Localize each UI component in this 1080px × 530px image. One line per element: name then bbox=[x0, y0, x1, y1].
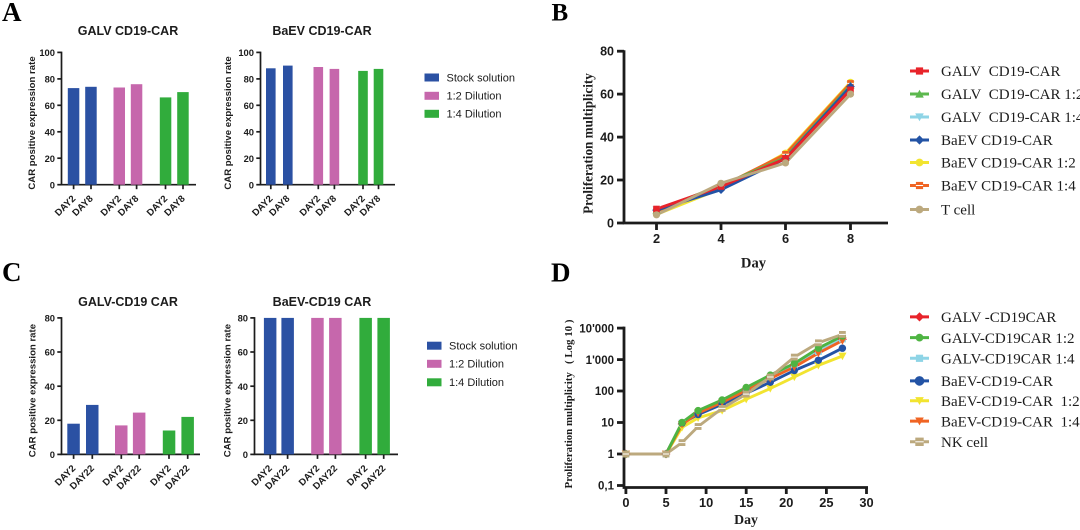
svg-text:6: 6 bbox=[782, 231, 789, 246]
svg-text:40: 40 bbox=[238, 381, 248, 392]
svg-text:100: 100 bbox=[238, 47, 254, 58]
svg-text:80: 80 bbox=[238, 313, 248, 324]
svg-text:0: 0 bbox=[243, 449, 248, 460]
svg-text:1:4 Dilution: 1:4 Dilution bbox=[447, 109, 502, 121]
svg-text:T cell: T cell bbox=[941, 203, 975, 219]
svg-text:C: C bbox=[2, 257, 22, 287]
svg-text:D: D bbox=[551, 258, 571, 288]
svg-text:25: 25 bbox=[819, 495, 833, 510]
svg-text:80: 80 bbox=[45, 74, 55, 85]
svg-text:GALV CD19-CAR: GALV CD19-CAR bbox=[78, 24, 178, 38]
svg-text:0,1: 0,1 bbox=[598, 481, 615, 493]
svg-text:BaEV-CD19-CAR 1:4: BaEV-CD19-CAR 1:4 bbox=[941, 414, 1080, 430]
svg-text:0: 0 bbox=[50, 179, 55, 190]
svg-text:60: 60 bbox=[244, 100, 254, 111]
svg-text:CAR positive expression rate: CAR positive expression rate bbox=[223, 56, 234, 189]
svg-text:20: 20 bbox=[45, 415, 55, 426]
svg-text:BaEV CD19-CAR: BaEV CD19-CAR bbox=[272, 24, 371, 38]
svg-text:1: 1 bbox=[608, 449, 615, 461]
svg-text:BaEV CD19-CAR 1:4: BaEV CD19-CAR 1:4 bbox=[941, 179, 1076, 195]
svg-text:15: 15 bbox=[739, 495, 753, 510]
svg-text:100: 100 bbox=[595, 386, 614, 398]
svg-text:20: 20 bbox=[779, 495, 793, 510]
svg-text:GALV -CD19CAR: GALV -CD19CAR bbox=[941, 310, 1056, 326]
svg-text:10: 10 bbox=[699, 495, 713, 510]
svg-text:Proliferation multiplicity: Proliferation multiplicity bbox=[581, 73, 596, 214]
svg-text:GALV CD19-CAR 1:4: GALV CD19-CAR 1:4 bbox=[941, 110, 1080, 126]
svg-text:60: 60 bbox=[600, 88, 614, 102]
svg-text:Day: Day bbox=[741, 256, 767, 272]
svg-text:0: 0 bbox=[622, 495, 629, 510]
svg-text:Day: Day bbox=[734, 512, 758, 527]
svg-text:0: 0 bbox=[607, 216, 614, 230]
svg-text:1'000: 1'000 bbox=[586, 355, 614, 367]
svg-text:BaEV CD19-CAR: BaEV CD19-CAR bbox=[941, 133, 1053, 149]
svg-text:1:2 Dilution: 1:2 Dilution bbox=[447, 91, 502, 103]
svg-text:20: 20 bbox=[244, 153, 254, 164]
svg-text:1:2 Dilution: 1:2 Dilution bbox=[449, 359, 504, 371]
svg-text:20: 20 bbox=[600, 173, 614, 187]
svg-text:BaEV-CD19-CAR: BaEV-CD19-CAR bbox=[941, 374, 1053, 390]
svg-text:GALV-CD19 CAR: GALV-CD19 CAR bbox=[78, 295, 178, 309]
svg-text:80: 80 bbox=[600, 45, 614, 59]
svg-text:0: 0 bbox=[50, 449, 55, 460]
svg-text:40: 40 bbox=[244, 126, 254, 137]
svg-text:100: 100 bbox=[39, 47, 55, 58]
svg-text:10: 10 bbox=[601, 418, 614, 430]
svg-text:60: 60 bbox=[45, 347, 55, 358]
svg-text:8: 8 bbox=[847, 231, 854, 246]
svg-text:GALV-CD19CAR 1:4: GALV-CD19CAR 1:4 bbox=[941, 352, 1075, 368]
svg-text:BaEV CD19-CAR 1:2: BaEV CD19-CAR 1:2 bbox=[941, 156, 1076, 172]
svg-text:0: 0 bbox=[249, 179, 254, 190]
svg-text:10'000: 10'000 bbox=[579, 323, 614, 335]
svg-text:40: 40 bbox=[45, 381, 55, 392]
svg-text:A: A bbox=[2, 0, 22, 27]
svg-text:60: 60 bbox=[238, 347, 248, 358]
svg-text:GALV-CD19CAR 1:2: GALV-CD19CAR 1:2 bbox=[941, 331, 1075, 347]
svg-text:80: 80 bbox=[244, 74, 254, 85]
svg-text:40: 40 bbox=[600, 131, 614, 145]
svg-text:Proliferation multiplicity (: Proliferation multiplicity ( Log 10 ) bbox=[563, 319, 575, 488]
svg-text:CAR positive expression rate: CAR positive expression rate bbox=[27, 56, 38, 189]
svg-text:5: 5 bbox=[662, 495, 669, 510]
svg-text:20: 20 bbox=[238, 415, 248, 426]
svg-text:CAR positive expression rate: CAR positive expression rate bbox=[223, 324, 234, 457]
svg-text:2: 2 bbox=[653, 231, 660, 246]
svg-text:BaEV-CD19 CAR: BaEV-CD19 CAR bbox=[273, 295, 372, 309]
svg-text:CAR positive expression rate: CAR positive expression rate bbox=[28, 324, 39, 457]
svg-text:30: 30 bbox=[859, 495, 873, 510]
svg-text:B: B bbox=[552, 0, 569, 27]
svg-text:1:4 Dilution: 1:4 Dilution bbox=[449, 377, 504, 389]
svg-text:4: 4 bbox=[717, 231, 725, 246]
svg-text:40: 40 bbox=[45, 126, 55, 137]
svg-text:Stock solution: Stock solution bbox=[447, 72, 515, 84]
svg-text:80: 80 bbox=[45, 313, 55, 324]
svg-text:20: 20 bbox=[45, 153, 55, 164]
svg-text:GALV CD19-CAR 1:2: GALV CD19-CAR 1:2 bbox=[941, 87, 1080, 103]
svg-text:GALV CD19-CAR: GALV CD19-CAR bbox=[941, 64, 1060, 80]
svg-text:Stock solution: Stock solution bbox=[449, 341, 517, 353]
svg-text:60: 60 bbox=[45, 100, 55, 111]
svg-text:NK cell: NK cell bbox=[941, 435, 988, 451]
svg-text:BaEV-CD19-CAR 1:2: BaEV-CD19-CAR 1:2 bbox=[941, 394, 1080, 410]
